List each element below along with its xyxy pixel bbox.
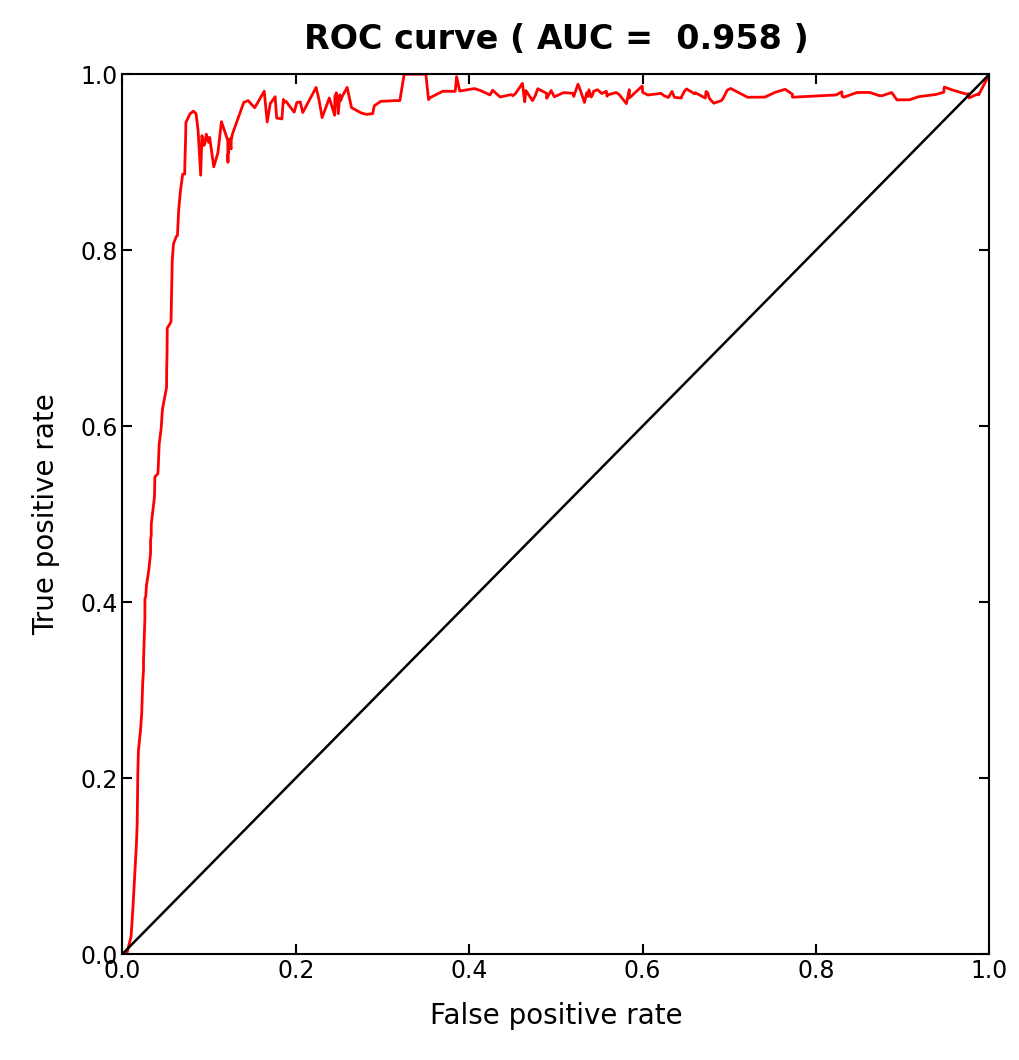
Y-axis label: True positive rate: True positive rate <box>33 393 60 635</box>
X-axis label: False positive rate: False positive rate <box>429 1003 682 1030</box>
Title: ROC curve ( AUC =  0.958 ): ROC curve ( AUC = 0.958 ) <box>304 23 807 56</box>
